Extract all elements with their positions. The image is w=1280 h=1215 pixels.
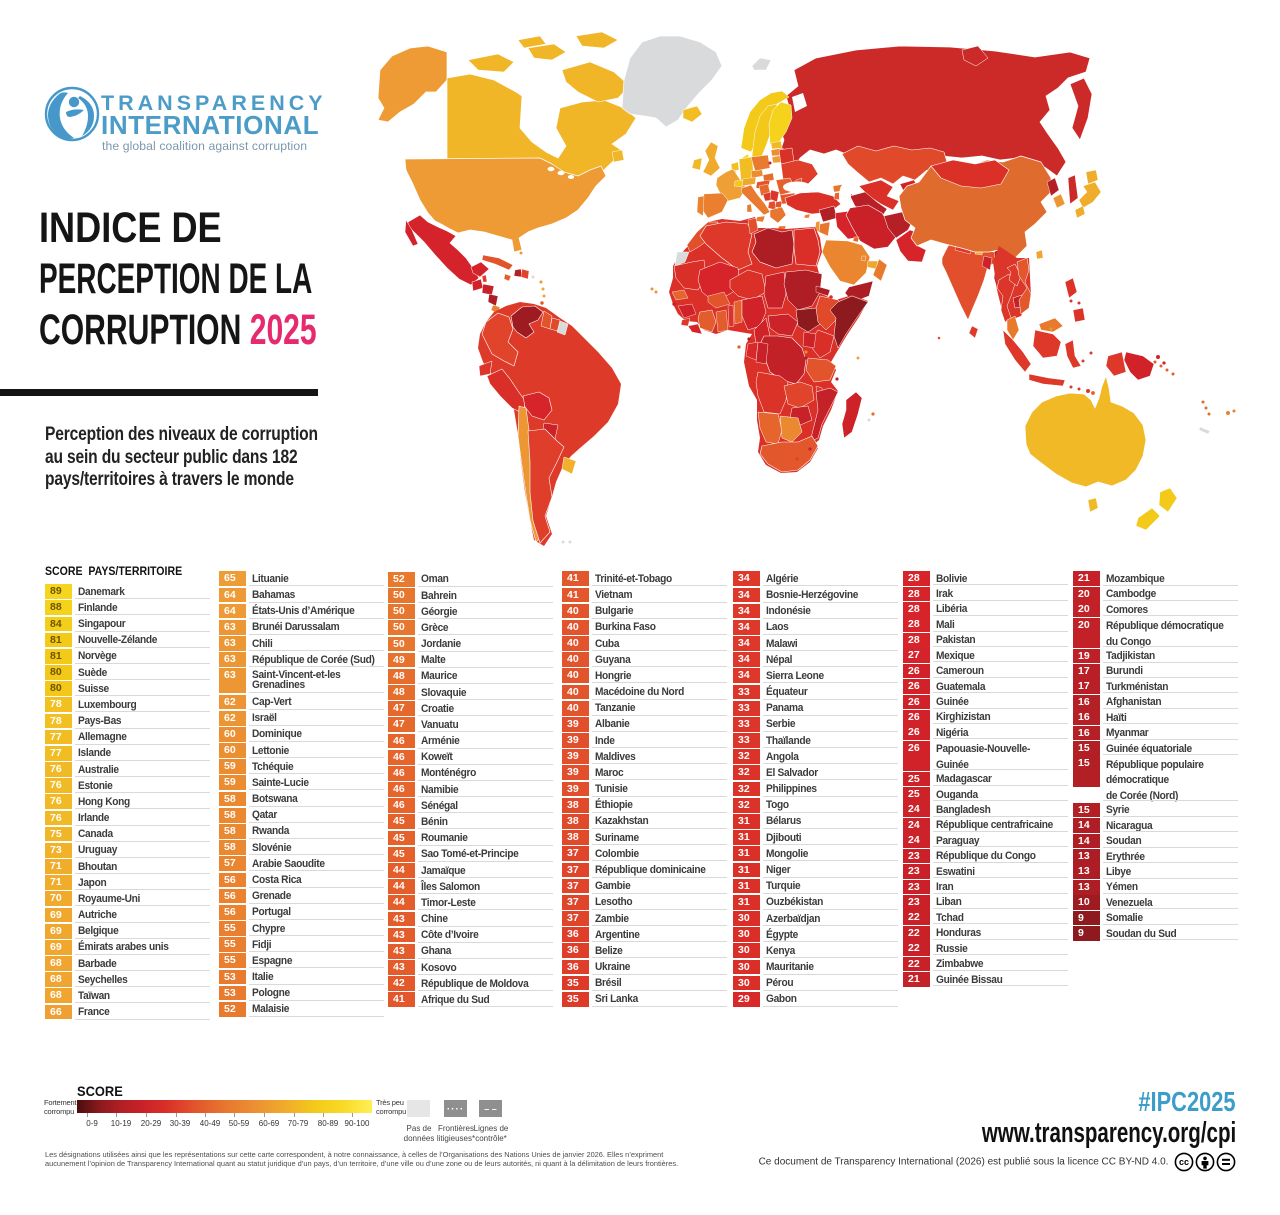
svg-text:cc: cc xyxy=(1179,1157,1189,1167)
